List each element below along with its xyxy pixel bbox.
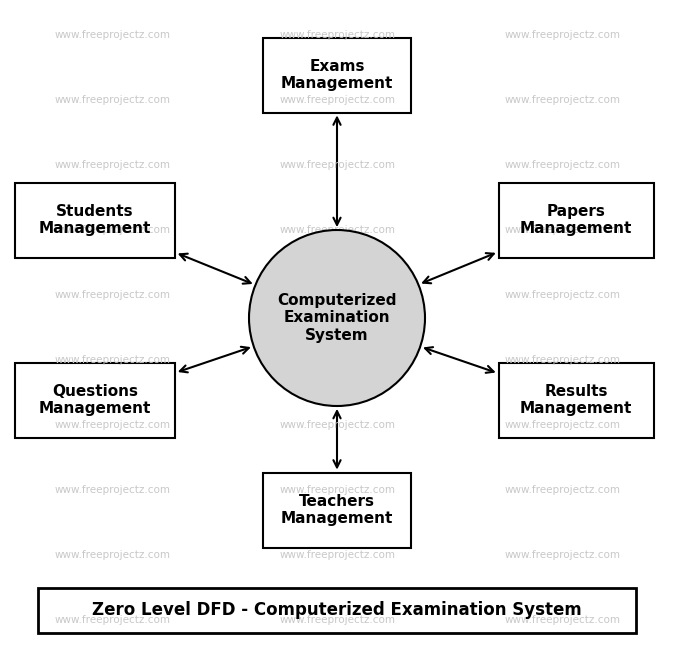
Text: www.freeprojectz.com: www.freeprojectz.com	[505, 615, 621, 625]
Text: www.freeprojectz.com: www.freeprojectz.com	[280, 550, 396, 560]
FancyArrowPatch shape	[333, 411, 341, 467]
Text: www.freeprojectz.com: www.freeprojectz.com	[55, 30, 171, 40]
FancyArrowPatch shape	[423, 253, 494, 283]
Text: www.freeprojectz.com: www.freeprojectz.com	[280, 95, 396, 105]
Text: www.freeprojectz.com: www.freeprojectz.com	[55, 550, 171, 560]
Text: Exams
Management: Exams Management	[281, 59, 393, 91]
Text: Questions
Management: Questions Management	[38, 384, 151, 416]
Text: www.freeprojectz.com: www.freeprojectz.com	[55, 160, 171, 170]
Text: www.freeprojectz.com: www.freeprojectz.com	[280, 225, 396, 235]
Text: www.freeprojectz.com: www.freeprojectz.com	[280, 420, 396, 430]
Text: www.freeprojectz.com: www.freeprojectz.com	[505, 355, 621, 365]
Text: Zero Level DFD - Computerized Examination System: Zero Level DFD - Computerized Examinatio…	[92, 601, 582, 619]
Text: www.freeprojectz.com: www.freeprojectz.com	[505, 225, 621, 235]
Text: www.freeprojectz.com: www.freeprojectz.com	[505, 30, 621, 40]
Bar	[38, 587, 636, 632]
FancyArrowPatch shape	[180, 254, 250, 284]
Text: Papers
Management: Papers Management	[520, 204, 632, 236]
Text: www.freeprojectz.com: www.freeprojectz.com	[55, 225, 171, 235]
Bar	[263, 38, 411, 113]
Text: www.freeprojectz.com: www.freeprojectz.com	[55, 420, 171, 430]
Text: www.freeprojectz.com: www.freeprojectz.com	[505, 95, 621, 105]
Text: Teachers
Management: Teachers Management	[281, 494, 393, 526]
Text: www.freeprojectz.com: www.freeprojectz.com	[505, 485, 621, 495]
Text: www.freeprojectz.com: www.freeprojectz.com	[55, 95, 171, 105]
Text: www.freeprojectz.com: www.freeprojectz.com	[55, 615, 171, 625]
Text: www.freeprojectz.com: www.freeprojectz.com	[505, 420, 621, 430]
FancyArrowPatch shape	[425, 347, 493, 373]
FancyArrowPatch shape	[333, 117, 341, 225]
FancyArrowPatch shape	[180, 347, 249, 372]
Text: Computerized
Examination
System: Computerized Examination System	[277, 293, 397, 343]
Text: www.freeprojectz.com: www.freeprojectz.com	[505, 290, 621, 300]
Text: www.freeprojectz.com: www.freeprojectz.com	[280, 30, 396, 40]
Text: www.freeprojectz.com: www.freeprojectz.com	[280, 290, 396, 300]
Text: Results
Management: Results Management	[520, 384, 632, 416]
Bar	[15, 363, 175, 437]
Bar	[499, 363, 653, 437]
Text: www.freeprojectz.com: www.freeprojectz.com	[280, 160, 396, 170]
Bar	[15, 183, 175, 258]
Text: www.freeprojectz.com: www.freeprojectz.com	[55, 485, 171, 495]
Text: www.freeprojectz.com: www.freeprojectz.com	[280, 615, 396, 625]
Text: Students
Management: Students Management	[38, 204, 151, 236]
Circle shape	[249, 230, 425, 406]
Bar	[499, 183, 653, 258]
Text: www.freeprojectz.com: www.freeprojectz.com	[280, 485, 396, 495]
Bar	[263, 473, 411, 548]
Text: www.freeprojectz.com: www.freeprojectz.com	[55, 290, 171, 300]
Text: www.freeprojectz.com: www.freeprojectz.com	[280, 355, 396, 365]
Text: www.freeprojectz.com: www.freeprojectz.com	[505, 550, 621, 560]
Text: www.freeprojectz.com: www.freeprojectz.com	[55, 355, 171, 365]
Text: www.freeprojectz.com: www.freeprojectz.com	[505, 160, 621, 170]
